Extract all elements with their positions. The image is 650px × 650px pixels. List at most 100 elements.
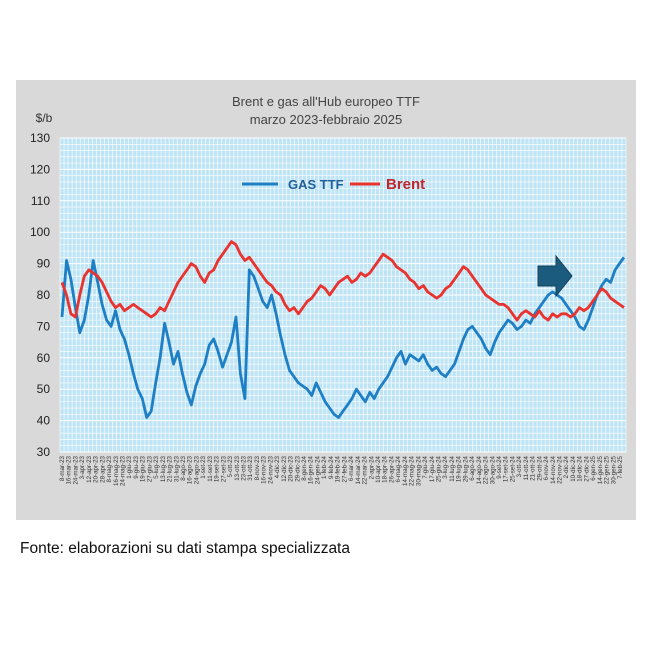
annotation-arrow-icon (537, 254, 573, 298)
x-tick-label: 6-nov-24 (543, 455, 550, 480)
x-tick-label: 7-giu-24 (422, 455, 429, 478)
x-tick-label: 3-apr-23 (79, 455, 86, 479)
x-tick-label: 31-lug-23 (173, 455, 180, 482)
x-tick-label: 24-gen-24 (314, 455, 321, 484)
chart: Brent e gas all'Hub europeo TTF marzo 20… (30, 94, 627, 486)
x-tick-label: 22-mag-24 (409, 455, 416, 485)
x-tick-label: 18-apr-24 (382, 455, 389, 482)
x-tick-label: 27-giu-23 (146, 455, 153, 482)
x-tick-label: 29-ott-24 (536, 455, 543, 480)
y-tick-label: 80 (37, 288, 51, 302)
x-tick-label: 24-nov-23 (267, 455, 274, 483)
series-lines (60, 240, 626, 419)
x-tick-label: 30-mag-24 (415, 455, 422, 485)
x-axis-ticks: 8-mar-23 16-mar-23 24-mar-23 3-apr-23 12-apr… (59, 455, 624, 485)
x-tick-label: 22-nov-24 (556, 455, 563, 483)
x-tick-label: 13-ott-23 (234, 455, 241, 480)
x-tick-label: 8-mar-23 (59, 455, 66, 481)
chart-subtitle: marzo 2023-febbraio 2025 (250, 112, 403, 127)
legend: GAS TTF Brent (242, 176, 425, 193)
x-tick-label: 14-gen-25 (597, 455, 604, 484)
x-tick-label: 19-giu-23 (140, 455, 147, 482)
x-tick-label: 16-mar-23 (66, 455, 73, 484)
x-tick-label: 19-feb-24 (335, 455, 342, 482)
x-tick-label: 20-dic-23 (288, 455, 295, 481)
legend-label-brent: Brent (386, 176, 425, 193)
x-tick-label: 27-dic-24 (583, 455, 590, 481)
x-tick-label: 8-nov-23 (254, 455, 261, 480)
x-tick-label: 1-set-23 (200, 455, 207, 478)
x-tick-label: 8-ago-23 (180, 455, 187, 480)
x-tick-label: 21-ott-24 (530, 455, 537, 480)
x-tick-label: 9-giu-23 (133, 455, 140, 478)
x-tick-label: 6-mar-24 (348, 455, 355, 481)
x-tick-label: 2-apr-24 (368, 455, 375, 479)
x-tick-label: 22-mar-24 (362, 455, 369, 484)
y-tick-label: 100 (30, 225, 50, 239)
y-tick-label: 70 (37, 319, 51, 333)
legend-label-gas-ttf: GAS TTF (288, 177, 344, 192)
x-tick-label: 29-lug-24 (462, 455, 469, 482)
x-tick-label: 31-ott-23 (247, 455, 254, 480)
x-tick-label: 7-feb-25 (617, 455, 624, 479)
x-tick-label: 9-set-24 (496, 455, 503, 478)
x-tick-label: 10-apr-24 (375, 455, 382, 482)
x-tick-label: 3-lug-24 (442, 455, 449, 478)
x-tick-label: 16-mag-23 (113, 455, 120, 485)
grid (59, 137, 627, 453)
x-tick-label: 22-gen-25 (604, 455, 611, 484)
x-tick-label: 5-ott-23 (227, 455, 234, 477)
x-tick-label: 22-ago-24 (483, 455, 490, 484)
x-tick-label: 8-gen-24 (301, 455, 308, 480)
x-tick-label: 6-gen-25 (590, 455, 597, 480)
x-tick-label: 23-ott-23 (241, 455, 248, 480)
y-axis-ticks: 30 40 50 60 70 80 90 100 110 120 130 (30, 131, 50, 459)
x-tick-label: 19-lug-24 (456, 455, 463, 482)
x-tick-label: 27-set-23 (220, 455, 227, 482)
y-tick-label: 90 (37, 257, 51, 271)
series-line-gas-ttf (60, 256, 626, 419)
y-axis-label: $/b (36, 111, 53, 125)
x-tick-label: 20-apr-23 (93, 455, 100, 482)
x-tick-label: 26-apr-24 (388, 455, 395, 482)
x-tick-label: 6-mag-24 (395, 455, 402, 482)
y-tick-label: 50 (37, 382, 51, 396)
x-tick-label: 10-dic-24 (570, 455, 577, 481)
x-tick-label: 14-ago-24 (476, 455, 483, 484)
y-tick-label: 110 (31, 194, 50, 208)
x-tick-label: 2-dic-24 (563, 455, 570, 478)
y-tick-label: 130 (30, 131, 50, 145)
x-tick-label: 24-ago-23 (193, 455, 200, 484)
x-tick-label: 24-mar-23 (72, 455, 79, 484)
x-tick-label: 14-mag-24 (402, 455, 409, 485)
x-tick-label: 19-set-23 (214, 455, 221, 482)
x-tick-label: 21-lug-23 (167, 455, 174, 482)
y-tick-label: 30 (37, 445, 51, 459)
series-line-brent (60, 240, 625, 322)
x-tick-label: 16-ago-23 (187, 455, 194, 484)
x-tick-label: 17-giu-24 (429, 455, 436, 482)
x-tick-label: 1-giu-23 (126, 455, 133, 478)
x-tick-label: 30-gen-25 (610, 455, 617, 484)
x-tick-label: 11-ott-24 (523, 455, 530, 480)
x-tick-label: 11-set-23 (207, 455, 214, 481)
x-tick-label: 3-ott-24 (516, 455, 523, 477)
x-tick-label: 18-dic-24 (577, 455, 584, 481)
x-tick-label: 11-lug-24 (449, 455, 456, 481)
x-tick-label: 27-feb-24 (341, 455, 348, 482)
x-tick-label: 4-dic-23 (274, 455, 281, 478)
x-tick-label: 16-nov-23 (261, 455, 268, 483)
x-tick-label: 28-apr-23 (99, 455, 106, 482)
x-tick-label: 12-apr-23 (86, 455, 93, 482)
x-tick-label: 25-set-24 (509, 455, 516, 482)
y-tick-label: 60 (37, 351, 51, 365)
x-tick-label: 24-mag-23 (120, 455, 127, 485)
x-tick-label: 30-ago-24 (489, 455, 496, 484)
x-tick-label: 16-gen-24 (308, 455, 315, 484)
y-tick-label: 40 (37, 414, 51, 428)
x-tick-label: 5-lug-23 (153, 455, 160, 478)
x-tick-label: 9-feb-24 (328, 455, 335, 479)
x-tick-label: 6-ago-24 (469, 455, 476, 480)
x-tick-label: 12-dic-23 (281, 455, 288, 481)
chart-frame: Brent e gas all'Hub europeo TTF marzo 20… (16, 80, 636, 520)
